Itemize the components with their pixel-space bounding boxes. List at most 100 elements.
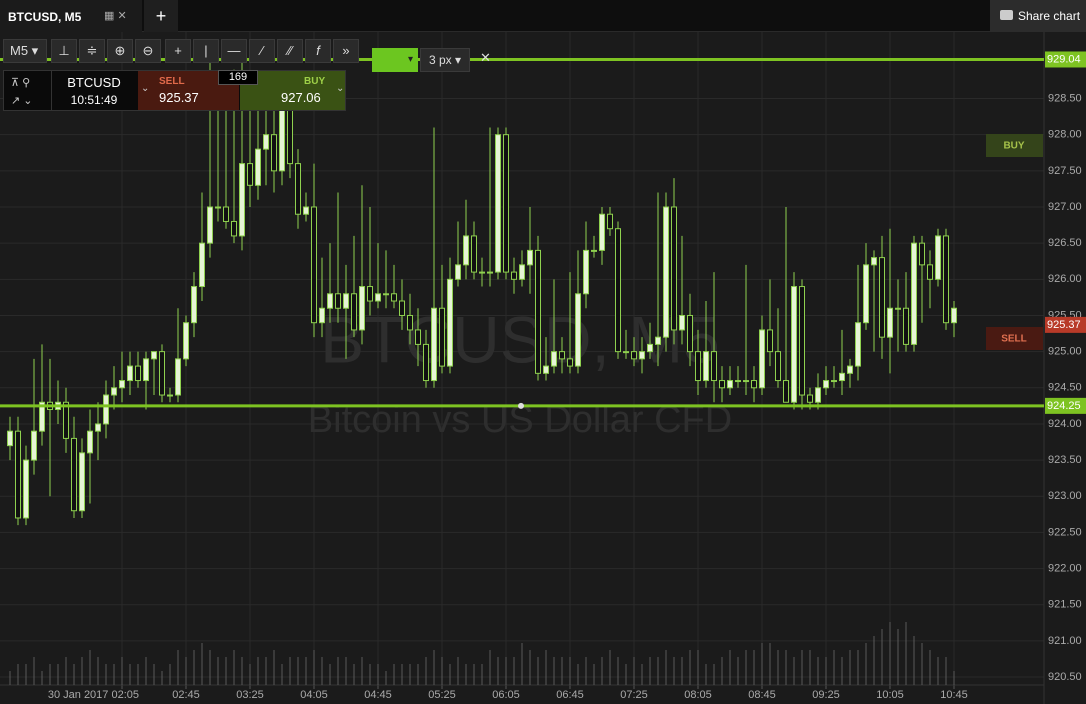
candle-body [431, 307, 437, 382]
y-tick-label: 928.50 [1048, 92, 1082, 104]
candle-body [463, 235, 469, 266]
candle-body [823, 380, 829, 389]
candle-body [519, 264, 525, 280]
indicator[interactable]: f [305, 39, 331, 63]
candle-body [335, 293, 341, 309]
candle-body [727, 380, 733, 389]
candle-body [319, 307, 325, 324]
sell-side-box [986, 327, 1043, 350]
candle-body [767, 329, 773, 353]
candle-body [199, 242, 205, 288]
ticket-symbol: BTCUSD [67, 75, 121, 90]
x-tick-label: 08:05 [684, 689, 712, 701]
zoom-in[interactable]: ⊕ [107, 39, 133, 63]
candle-body [903, 307, 909, 345]
candle-body [175, 358, 181, 396]
candle-body [631, 351, 637, 360]
candle-body [231, 220, 237, 237]
tool-button[interactable]: ⊥ [51, 39, 77, 63]
candle-body [671, 206, 677, 331]
candle-body [279, 105, 285, 172]
vertical-line[interactable]: | [193, 39, 219, 63]
candle-body [847, 365, 853, 374]
horizontal-line[interactable]: — [221, 39, 247, 63]
candle-body [911, 242, 917, 345]
candle-body [663, 206, 669, 338]
color-picker[interactable]: ▾ [372, 48, 418, 72]
x-tick-label: 08:45 [748, 689, 776, 701]
ticket-time: 10:51:49 [70, 93, 118, 107]
candle-body [63, 401, 69, 439]
candle-body [639, 351, 645, 360]
candle-body [615, 228, 621, 353]
tool-button[interactable]: ≑ [79, 39, 105, 63]
x-tick-label: 05:25 [428, 689, 456, 701]
sell-side-label: SELL [1001, 334, 1027, 345]
buy-price: 927.06 [281, 90, 321, 105]
more[interactable]: » [333, 39, 359, 63]
candle-body [703, 351, 709, 382]
sell-arrow: ⌄ [141, 83, 150, 94]
candle-body [543, 365, 549, 374]
candle-body [487, 271, 493, 274]
candle-body [583, 249, 589, 295]
x-tick-label: 10:45 [940, 689, 968, 701]
candle-body [367, 286, 373, 302]
candle-body [455, 264, 461, 280]
candle-body [943, 235, 949, 324]
timeframe-dropdown[interactable]: M5 ▾ [3, 39, 47, 63]
candle-body [623, 351, 629, 354]
buy-side-box [986, 134, 1043, 157]
x-tick-label: 07:25 [620, 689, 648, 701]
close-drawing[interactable]: ✕ [480, 50, 491, 65]
candle-body [687, 314, 693, 353]
candle-body [775, 351, 781, 382]
candle-body [855, 322, 861, 367]
candle-body [191, 286, 197, 324]
last-price-label: 925.37 [1047, 319, 1081, 331]
zoom-out[interactable]: ⊖ [135, 39, 161, 63]
channel[interactable]: ⁄⁄ [277, 39, 303, 63]
candle-body [927, 264, 933, 280]
candle-body [415, 329, 421, 345]
candle-body [303, 206, 309, 215]
candle-body [263, 134, 269, 150]
plot-background [0, 32, 1044, 685]
candle-body [95, 423, 101, 432]
crosshair[interactable]: + [165, 39, 191, 63]
candle-body [135, 365, 141, 382]
candle-body [791, 286, 797, 403]
trend-line[interactable]: ⁄ [249, 39, 275, 63]
candle-body [511, 271, 517, 280]
y-tick-label: 928.00 [1048, 129, 1082, 141]
candle-body [935, 235, 941, 280]
x-tick-label: 09:25 [812, 689, 840, 701]
candle-body [695, 351, 701, 382]
candle-body [895, 307, 901, 310]
chart-tab[interactable]: BTCUSD, M5 [0, 0, 142, 32]
candle-body [759, 329, 765, 389]
candle-body [79, 452, 85, 512]
line-width-dropdown[interactable]: 3 px ▾ [420, 48, 470, 72]
y-tick-label: 927.00 [1048, 201, 1082, 213]
y-tick-label: 924.00 [1048, 418, 1082, 430]
ticket-icons[interactable]: ⊼ ⚲ ↗ ⌄ [4, 71, 52, 110]
candle-body [215, 206, 221, 209]
candle-body [39, 401, 45, 432]
candle-body [423, 343, 429, 382]
candle-body [735, 380, 741, 383]
candle-body [239, 163, 245, 237]
y-tick-label: 927.50 [1048, 165, 1082, 177]
x-tick-label: 10:05 [876, 689, 904, 701]
sell-price: 925.37 [159, 90, 199, 105]
new-tab[interactable]: + [144, 0, 178, 32]
trade-ticket: ⊼ ⚲ ↗ ⌄ BTCUSD 10:51:49 ⌄ SELL 925.37 BUY… [3, 70, 346, 111]
tab-icons[interactable]: ▦ ✕ [104, 10, 127, 22]
candle-body [111, 387, 117, 396]
candle-body [679, 314, 685, 331]
candle-body [503, 134, 509, 273]
candle-body [31, 430, 37, 461]
y-tick-label: 922.50 [1048, 526, 1082, 538]
